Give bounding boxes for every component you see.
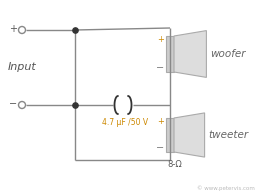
Text: +: + — [157, 118, 164, 127]
Text: −: − — [156, 143, 164, 153]
Text: −: − — [9, 99, 17, 109]
Text: woofer: woofer — [211, 49, 246, 59]
Text: +: + — [9, 24, 17, 34]
Text: −: − — [156, 63, 164, 73]
Text: +: + — [157, 35, 164, 44]
Bar — [166, 118, 174, 152]
Polygon shape — [174, 31, 206, 77]
Text: 4.7 μF /50 V: 4.7 μF /50 V — [102, 118, 148, 127]
Text: 8-Ω: 8-Ω — [168, 160, 182, 169]
Text: Input: Input — [8, 63, 37, 73]
Bar — [166, 36, 174, 72]
Text: © www.petervis.com: © www.petervis.com — [197, 185, 255, 191]
Polygon shape — [174, 113, 205, 157]
Text: tweeter: tweeter — [209, 130, 249, 140]
